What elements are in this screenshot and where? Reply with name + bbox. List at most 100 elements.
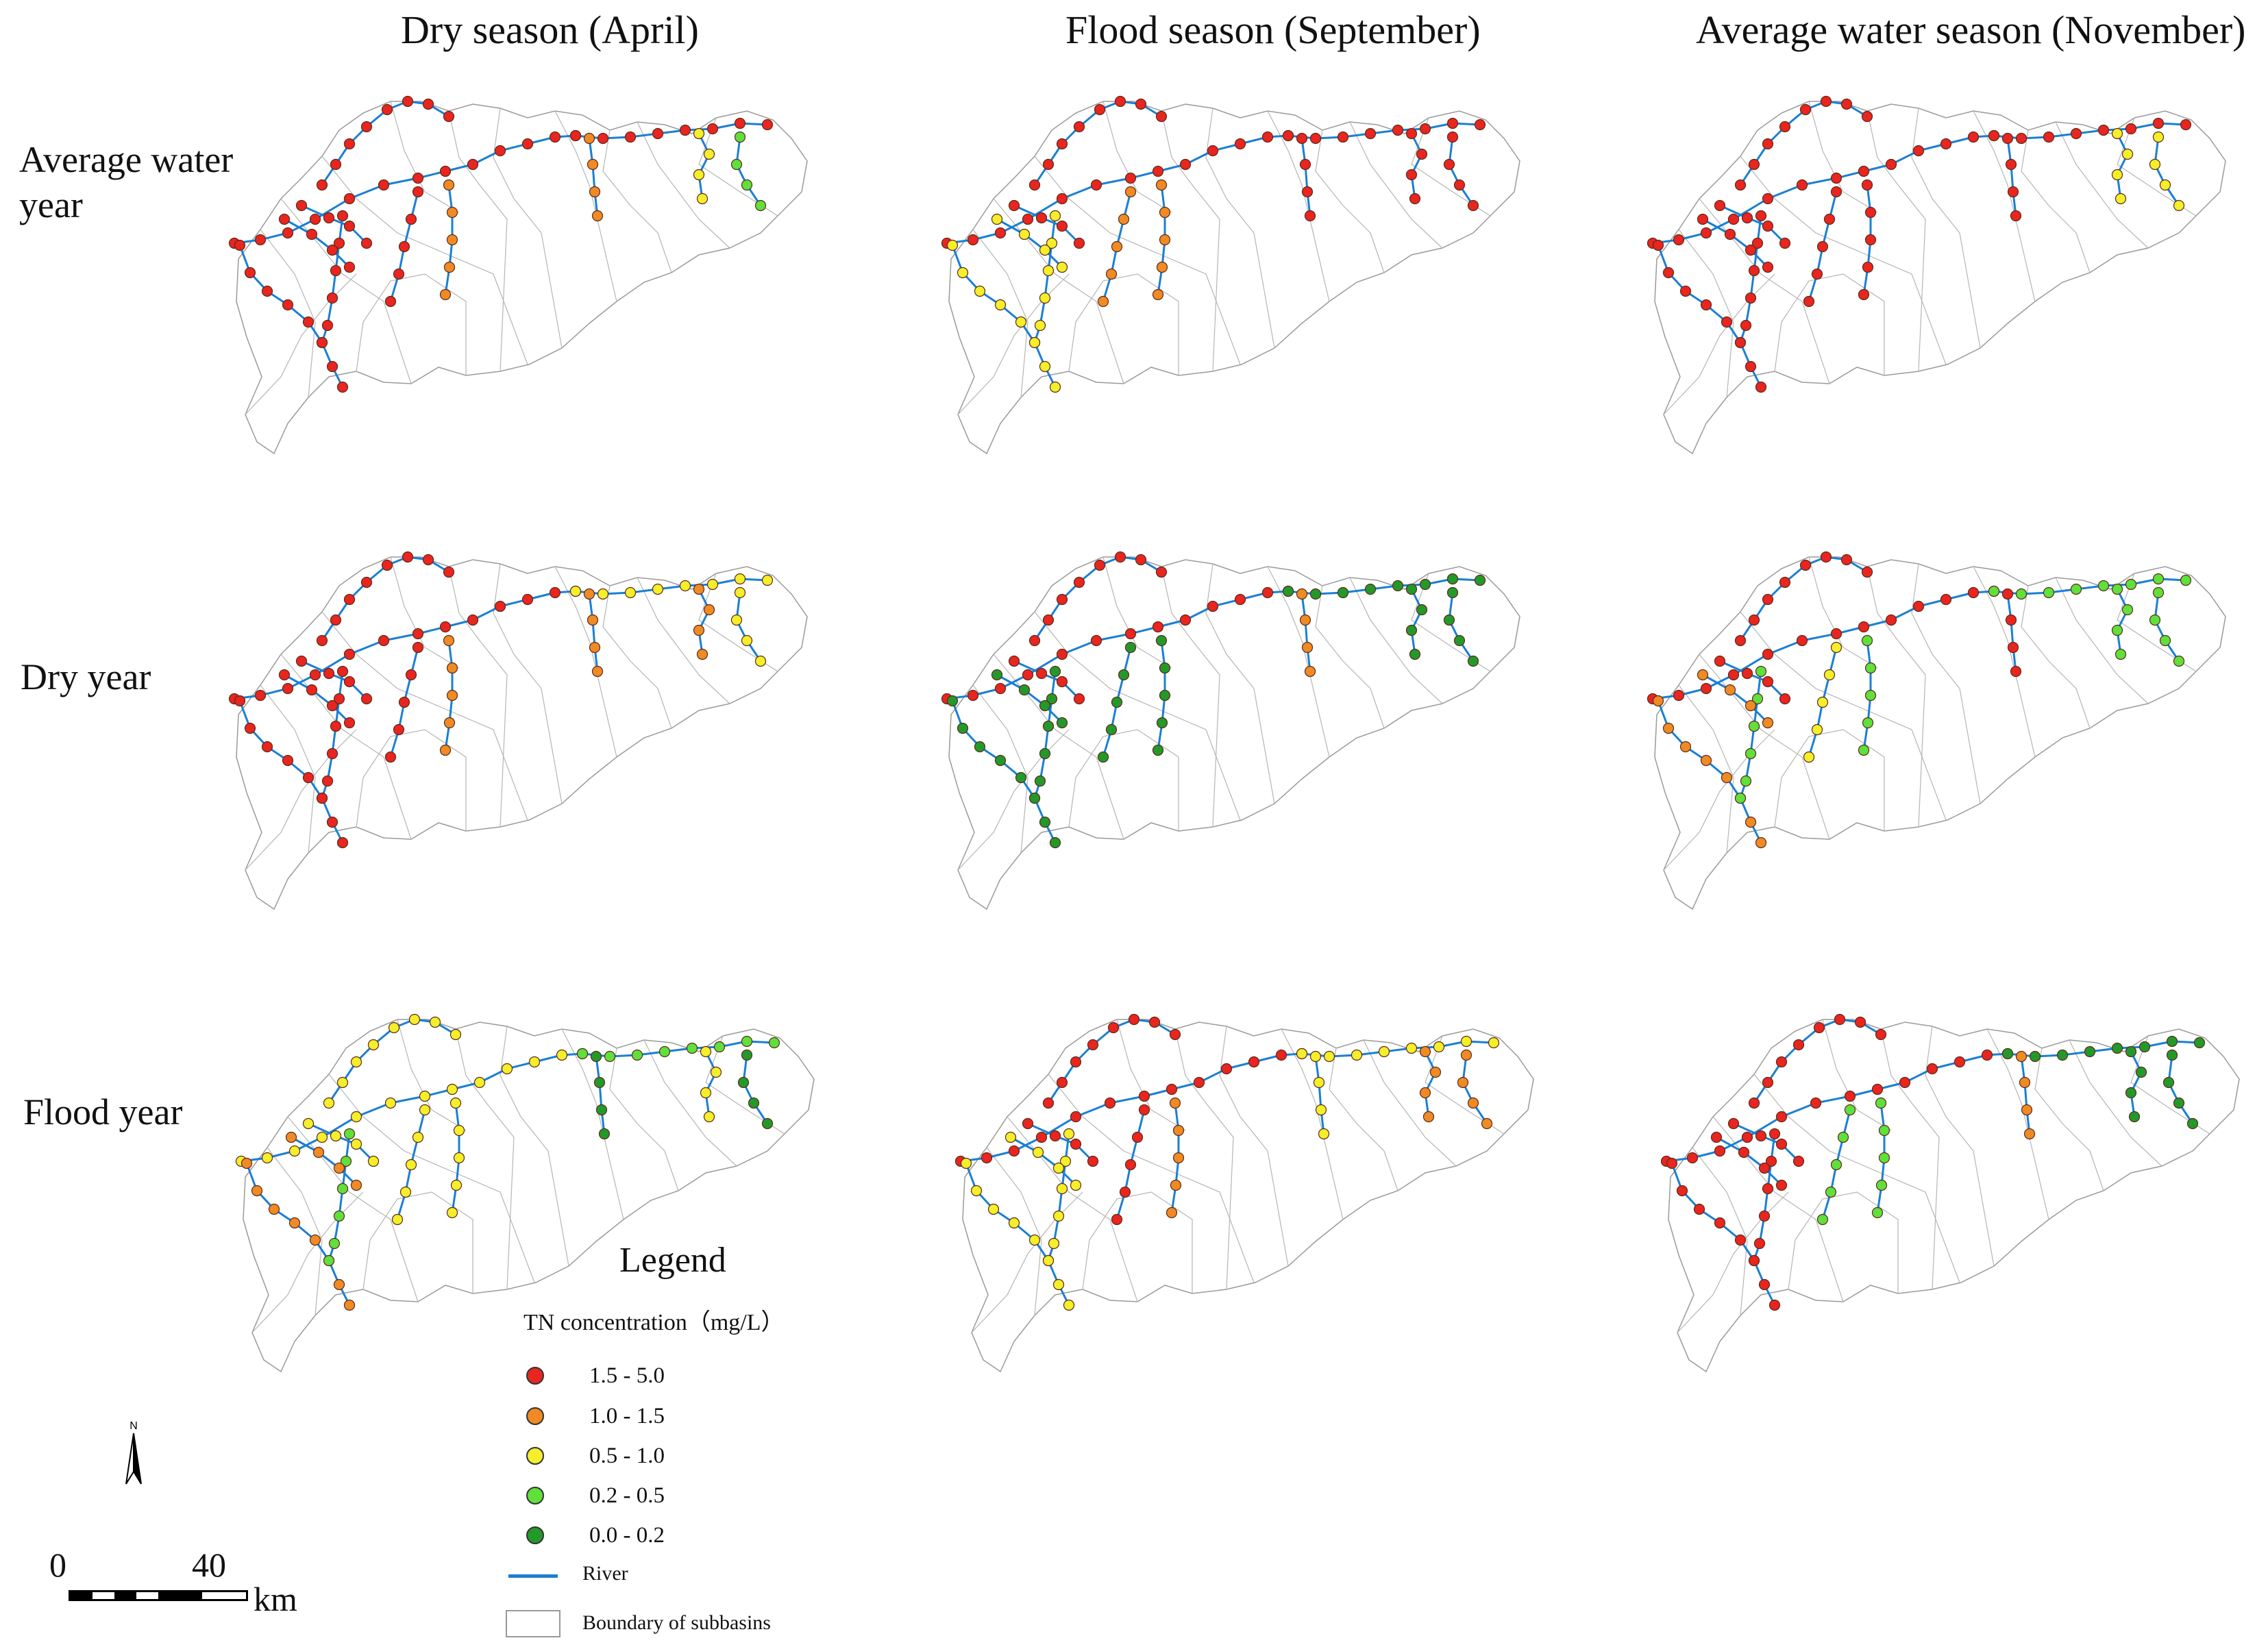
tn-sample-point (994, 682, 1007, 695)
watershed-map (228, 551, 808, 911)
tn-sample-point (1803, 751, 1815, 763)
subbasin-boundary (637, 121, 730, 249)
tn-sample-point (278, 669, 291, 681)
tn-sample-point (957, 722, 969, 734)
tn-sample-point (1056, 193, 1068, 205)
tn-sample-point (1810, 1097, 1822, 1109)
tn-sample-point (994, 754, 1007, 767)
legend-swatch (526, 1407, 544, 1425)
tn-sample-point (1028, 1234, 1041, 1246)
map-panel-avg-year-avg-water-season (1576, 69, 2247, 493)
tn-sample-point (1049, 381, 1061, 393)
subbasin-boundary (1068, 273, 1179, 375)
tn-sample-point (1762, 593, 1774, 606)
tn-sample-point (449, 1028, 462, 1041)
tn-sample-point (591, 665, 604, 678)
tn-sample-point (1008, 199, 1020, 212)
tn-sample-point (309, 213, 321, 225)
tn-sample-point (336, 837, 349, 849)
tn-sample-point (439, 165, 452, 177)
tn-sample-point (589, 186, 601, 198)
tn-sample-point (1296, 132, 1308, 145)
tn-sample-point (336, 381, 349, 393)
tn-sample-point (957, 267, 969, 279)
subbasin-boundary (1788, 1191, 1899, 1293)
legend-label: 0.0 - 0.2 (589, 1522, 665, 1548)
tn-sample-point (1090, 634, 1102, 647)
tn-sample-point (1034, 319, 1046, 332)
tn-sample-point (1858, 744, 1870, 756)
watershed-map (1647, 551, 2226, 911)
tn-sample-point (381, 559, 393, 571)
tn-sample-point (326, 747, 338, 760)
tn-sample-point (2001, 588, 2014, 600)
scale-bar-graphic (69, 1590, 248, 1601)
tn-sample-point (1039, 244, 1051, 256)
basin-outline (962, 1019, 1534, 1373)
tn-sample-point (439, 744, 452, 756)
tn-sample-point (330, 1130, 342, 1142)
tn-sample-point (2056, 1049, 2069, 1061)
tn-sample-point (1097, 751, 1109, 763)
tn-sample-point (343, 193, 356, 205)
tn-sample-point (288, 1217, 301, 1229)
tn-sample-point (1039, 816, 1051, 828)
tn-sample-point (1296, 1048, 1308, 1060)
tn-sample-point (1028, 634, 1041, 647)
tn-sample-point (1008, 1145, 1020, 1157)
tn-sample-point (1762, 261, 1774, 273)
tn-sample-point (360, 237, 373, 249)
map-panel-flood-year-avg-water-season (1590, 987, 2261, 1411)
tn-sample-point (1073, 237, 1085, 249)
tn-sample-point (333, 1162, 345, 1174)
tn-sample-point (1155, 634, 1168, 647)
legend-boundary-swatch (506, 1610, 560, 1637)
tn-sample-point (412, 1131, 424, 1143)
tn-sample-point (1734, 179, 1747, 191)
tn-sample-point (734, 573, 746, 585)
river-line (284, 673, 351, 724)
tn-sample-point (1309, 132, 1322, 145)
tn-sample-point (467, 614, 479, 626)
tn-sample-point (241, 1157, 253, 1169)
tn-sample-point (1313, 1076, 1325, 1089)
tn-sample-point (1022, 213, 1034, 225)
tn-sample-point (2162, 1076, 2175, 1089)
tn-sample-point (1159, 662, 1171, 674)
tn-sample-point (1152, 621, 1164, 633)
tn-sample-point (556, 1049, 568, 1061)
subbasin-boundary (493, 563, 563, 804)
tn-sample-point (1673, 689, 1685, 702)
tn-sample-point (1111, 696, 1123, 708)
river-line (735, 136, 762, 206)
tn-sample-point (1046, 237, 1058, 249)
subbasin-boundary (321, 156, 528, 365)
tn-sample-point (593, 1076, 606, 1089)
tn-sample-point (1087, 1039, 1099, 1051)
tn-sample-point (2193, 1037, 2206, 1049)
tn-sample-point (761, 1117, 774, 1130)
tn-sample-point (1152, 165, 1164, 177)
tn-sample-point (1864, 689, 1877, 702)
tn-sample-point (713, 1041, 726, 1053)
tn-sample-point (1409, 193, 1421, 205)
tn-sample-point (741, 634, 753, 647)
river-line (1733, 1122, 1800, 1163)
tn-sample-point (378, 634, 390, 647)
tn-sample-point (326, 360, 338, 373)
tn-sample-point (2111, 583, 2123, 595)
scale-unit-label: km (254, 1580, 297, 1618)
tn-sample-point (1740, 319, 1752, 332)
tn-sample-point (1697, 213, 1709, 225)
tn-sample-point (2111, 1042, 2123, 1054)
tn-sample-point (1337, 586, 1349, 599)
tn-sample-point (367, 1039, 380, 1051)
subbasin-boundary (1267, 110, 1330, 302)
tn-sample-point (1762, 1076, 1774, 1089)
tn-sample-point (595, 1104, 608, 1116)
basin-outline (236, 101, 808, 455)
tn-sample-point (1673, 234, 1685, 246)
tn-sample-point (350, 1111, 362, 1123)
tn-sample-point (1700, 754, 1712, 767)
legend: Legend TN concentration（mg/L） 1.5 - 5.0 … (493, 1240, 877, 1644)
